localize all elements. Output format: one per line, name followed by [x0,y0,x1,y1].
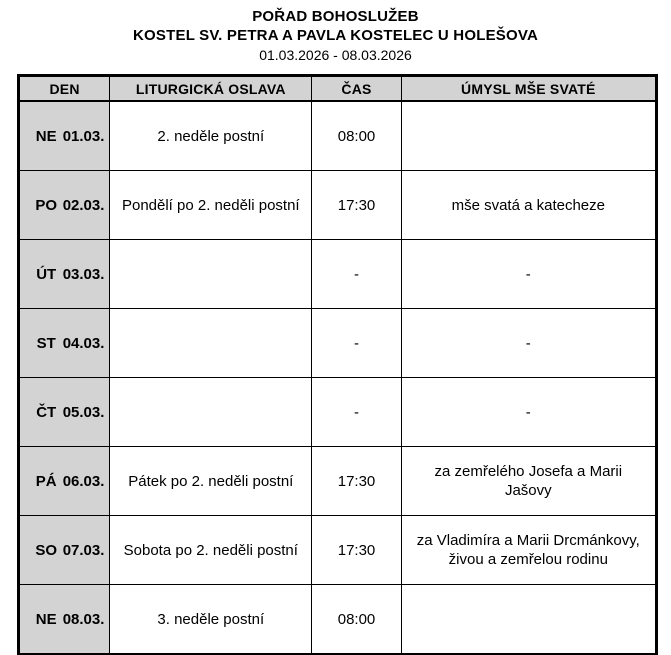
time-cell: 08:00 [311,584,402,655]
day-abbreviation: ST [36,334,56,352]
liturgical-celebration-cell: Pondělí po 2. neděli postní [109,170,313,240]
date-range: 01.03.2026 - 08.03.2026 [259,47,412,63]
liturgical-celebration-cell [109,308,313,378]
day-abbreviation: PO [35,196,58,214]
time-cell: - [311,377,402,447]
liturgical-celebration-cell [109,239,313,309]
time-cell: 08:00 [311,100,402,171]
table-row: ÚT 03.03. - - [17,239,658,309]
mass-intention-cell: - [400,239,658,309]
liturgical-celebration-cell: 2. neděle postní [109,100,313,171]
mass-intention-cell: za Vladimíra a Marii Drcmánkovy, živou a… [400,515,658,585]
mass-intention-cell: za zemřelého Josefa a Marii Jašovy [400,446,658,516]
mass-intention-cell: - [400,377,658,447]
mass-intention-cell: - [400,308,658,378]
time-cell: 17:30 [311,170,402,240]
day-cell: ČT 05.03. [17,377,111,447]
liturgical-celebration-cell: Sobota po 2. neděli postní [109,515,313,585]
day-abbreviation: NE [35,610,57,628]
title-block: POŘAD BOHOSLUŽEB KOSTEL SV. PETRA A PAVL… [0,0,671,65]
time-cell: - [311,239,402,309]
mass-intention-cell: mše svatá a katecheze [400,170,658,240]
table-row: PÁ 06.03. Pátek po 2. neděli postní 17:30… [17,446,658,516]
table-row: NE 01.03. 2. neděle postní 08:00 [17,100,658,171]
day-cell: ST 04.03. [17,308,111,378]
day-date: 07.03. [62,541,105,559]
service-schedule-table: DEN LITURGICKÁ OSLAVA ČAS ÚMYSL MŠE SVAT… [17,74,658,655]
liturgical-celebration-cell: 3. neděle postní [109,584,313,655]
table-row: ST 04.03. - - [17,308,658,378]
day-abbreviation: SO [35,541,58,559]
day-cell: PO 02.03. [17,170,111,240]
liturgical-celebration-cell: Pátek po 2. neděli postní [109,446,313,516]
table-header-row: DEN LITURGICKÁ OSLAVA ČAS ÚMYSL MŠE SVAT… [17,75,658,102]
church-name: KOSTEL SV. PETRA A PAVLA KOSTELEC U HOLE… [133,27,538,44]
day-date: 06.03. [62,472,105,490]
day-abbreviation: NE [35,127,57,145]
table-row: NE 08.03. 3. neděle postní 08:00 [17,584,658,655]
day-cell: NE 01.03. [17,100,111,171]
time-cell: 17:30 [311,515,402,585]
mass-intention-cell [400,100,658,171]
mass-intention-cell [400,584,658,655]
day-cell: SO 07.03. [17,515,111,585]
day-date: 03.03. [62,265,105,283]
day-cell: PÁ 06.03. [17,446,111,516]
day-date: 04.03. [62,334,105,352]
header-time: ČAS [311,75,402,102]
day-date: 01.03. [62,127,105,145]
day-cell: ÚT 03.03. [17,239,111,309]
header-day: DEN [17,75,111,102]
table-row: PO 02.03. Pondělí po 2. neděli postní 17:… [17,170,658,240]
header-liturgical-celebration: LITURGICKÁ OSLAVA [109,75,313,102]
table-row: SO 07.03. Sobota po 2. neděli postní 17:3… [17,515,658,585]
time-cell: - [311,308,402,378]
time-cell: 17:30 [311,446,402,516]
liturgical-celebration-cell [109,377,313,447]
day-date: 02.03. [62,196,105,214]
day-abbreviation: ÚT [36,265,57,283]
header-mass-intention: ÚMYSL MŠE SVATÉ [400,75,658,102]
day-date: 08.03. [62,610,105,628]
day-date: 05.03. [62,403,105,421]
day-abbreviation: ČT [36,403,57,421]
day-abbreviation: PÁ [35,472,57,490]
day-cell: NE 08.03. [17,584,111,655]
page-title: POŘAD BOHOSLUŽEB [252,8,419,25]
table-row: ČT 05.03. - - [17,377,658,447]
